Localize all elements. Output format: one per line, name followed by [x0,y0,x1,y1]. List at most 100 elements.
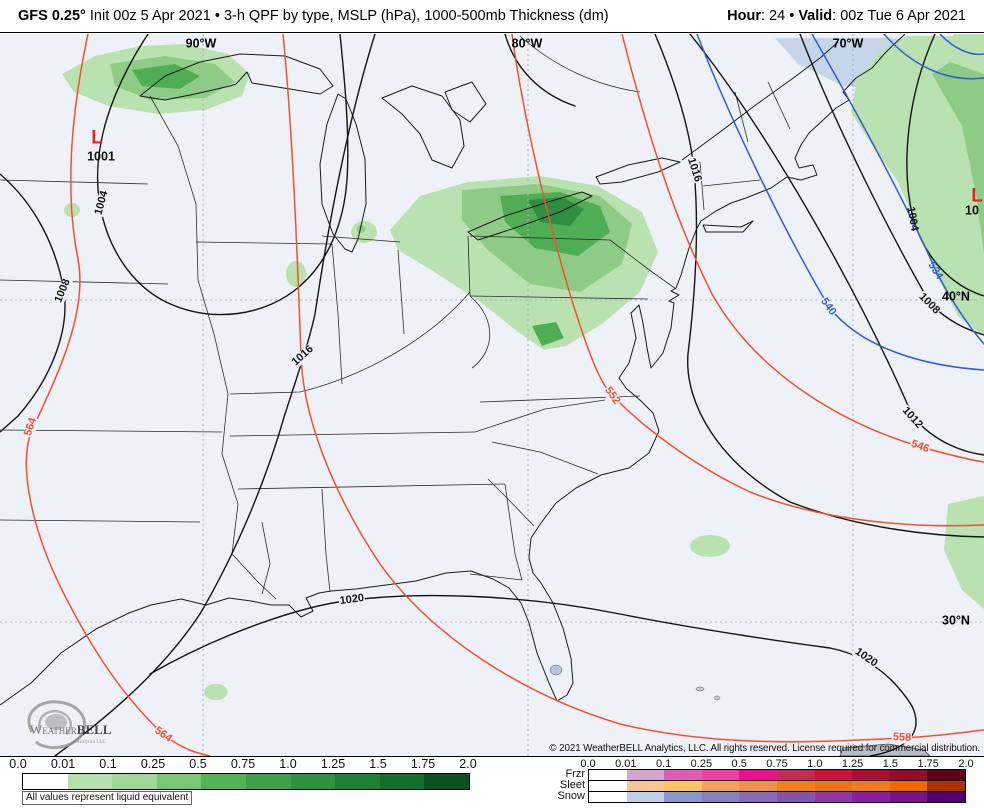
ptype-tick: 2.0 [958,758,974,770]
ptype-scale-ticks: 0.0 0.01 0.1 0.25 0.5 0.75 1.0 1.25 1.5 1.75 2.0 [0,757,984,770]
mslp-label: 1020 [851,645,881,671]
ptype-row-bar [588,769,966,781]
ptype-swatch [927,792,965,802]
ptype-tick: 0.25 [690,758,713,770]
map-title: GFS 0.25° Init 00z 5 Apr 2021 • 3-h QPF … [18,8,609,24]
ptype-swatch [889,781,928,791]
qpf-tick: 0.25 [140,757,166,771]
weather-map-canvas: WEATHERBELL Analytics LLC [0,34,984,756]
ptype-tick: 0.1 [655,758,672,770]
copyright-notice: © 2021 WeatherBELL Analytics, LLC. All r… [549,743,980,754]
ptype-swatch [889,770,928,780]
qpf-tick: 1.25 [320,757,346,771]
thickness-label: 564 [21,415,40,439]
ptype-swatch [589,781,627,791]
thickness-label: 534 [925,259,946,282]
ptype-tick: 0.0 [580,758,596,770]
ptype-swatch [776,792,815,802]
weatherbell-logo: WEATHERBELL Analytics LLC [27,700,112,750]
grid-label: 70°W [832,36,864,51]
ptype-swatch [739,770,777,780]
ptype-row-label: Snow [557,790,585,802]
qpf-tick: 2.0 [459,757,477,771]
qpf-swatch [379,774,425,789]
grid-label: 90°W [185,36,217,51]
low-marker: L [971,185,983,207]
ptype-tick: 1.25 [841,758,864,770]
qpf-swatch [67,774,113,789]
ptype-swatch [701,781,740,791]
ptype-swatch [852,770,890,780]
valid-label: Valid [798,8,833,24]
ptype-swatch [739,781,777,791]
mslp-label: 1008 [915,290,943,318]
thickness-label: 540 [817,295,839,319]
ptype-tick: 1.75 [917,758,939,770]
state-borders [0,35,791,600]
qpf-tick: 0.1 [99,757,117,771]
qpf-swatch [156,774,202,789]
qpf-swatch [201,774,246,789]
ptype-tick: 0.5 [731,758,747,770]
ptype-tick: 1.5 [882,758,899,770]
qpf-swatch [290,774,336,789]
ptype-swatch [664,792,702,802]
qpf-swatch [112,774,157,789]
qpf-note: All values represent liquid equivalent [22,791,193,805]
ptype-swatch [814,781,853,791]
thickness-label: 546 [908,437,932,456]
ptype-swatch [664,781,702,791]
map-subtitle: Init 00z 5 Apr 2021 • 3-h QPF by type, M… [85,8,609,24]
hour-value: : 24 [760,8,786,24]
mslp-label: 1016 [684,155,704,185]
separator: • [785,8,799,24]
qpf-tick: 1.0 [279,757,297,771]
qpf-tick: 1.5 [369,757,387,771]
low-marker: L [91,127,103,149]
thickness-contours-cold [696,34,984,371]
ptype-swatch [589,770,627,780]
ptype-tick: 0.75 [766,758,788,770]
logo-text: WEATHERBELL [30,722,112,737]
mslp-contours [0,34,984,756]
legend-strip: 0.0 0.01 0.1 0.25 0.5 0.75 1.0 1.25 1.5 1.75 2.0 A… [0,757,984,808]
map-area: WEATHERBELL Analytics LLC 90°W 80°W 70°W 40… [0,34,984,758]
ptype-swatch [626,781,665,791]
mslp-label: 1004 [92,188,111,218]
mslp-label: 1020 [338,591,366,608]
qpf-tick: 0.0 [9,757,27,771]
ptype-swatch [927,770,965,780]
low-value: 1001 [87,149,115,164]
logo-subtext: Analytics LLC [76,740,107,745]
ptype-swatch [664,770,702,780]
valid-time: Hour: 24 • Valid: 00z Tue 6 Apr 2021 [727,8,966,24]
ptype-row-label: Frzr [565,768,585,780]
ptype-swatch [701,792,740,802]
thickness-label: 564 [151,724,175,746]
ptype-tick: 0.01 [615,758,637,770]
ptype-swatch [852,792,890,802]
grid-label: 80°W [511,36,543,51]
thickness-label: 552 [601,384,623,408]
ptype-swatch [589,792,627,802]
mslp-label: 1008 [52,276,74,306]
ptype-swatch [776,781,815,791]
hour-label: Hour [727,8,761,24]
thickness-contours-warm [25,34,984,756]
low-value: 10 [965,203,979,218]
ptype-swatch [776,770,815,780]
title-bar: GFS 0.25° Init 00z 5 Apr 2021 • 3-h QPF … [0,0,984,33]
ptype-swatch [814,770,853,780]
grid-label: 30°N [942,613,970,628]
qpf-swatch [245,774,291,789]
mslp-label: 1012 [899,404,926,432]
qpf-tick: 0.01 [50,757,76,771]
qpf-swatch [424,774,469,789]
ptype-swatch [852,781,890,791]
ptype-swatch [814,792,853,802]
ptype-swatch [701,770,740,780]
valid-value: : 00z Tue 6 Apr 2021 [832,8,966,24]
ptype-tick: 1.0 [807,758,823,770]
ptype-swatch [626,770,665,780]
